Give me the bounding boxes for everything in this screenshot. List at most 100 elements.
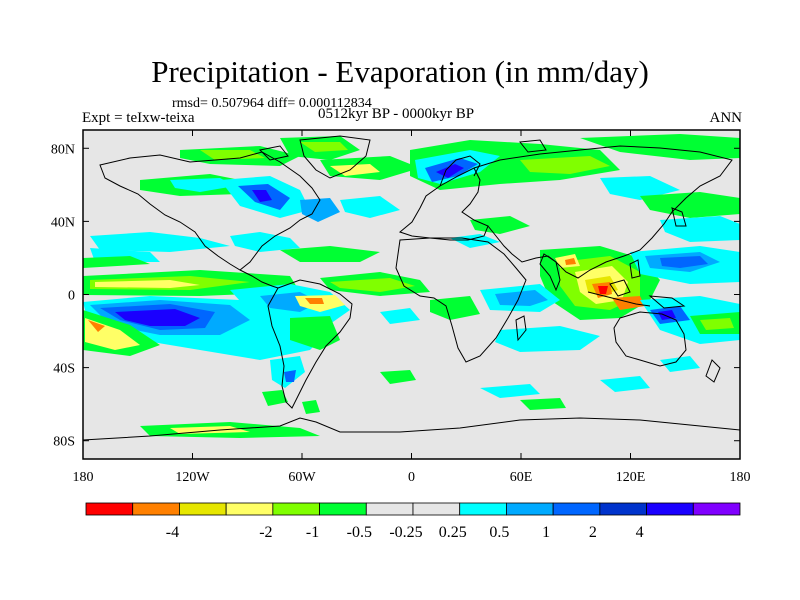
colorbar-swatch	[692, 502, 741, 516]
lat-tick-label: 80N	[51, 142, 75, 157]
colorbar-label: -1	[306, 524, 319, 541]
lat-tick-label: 0	[68, 289, 75, 304]
period-label: 0512kyr BP - 0000kyr BP	[318, 106, 475, 122]
contour-region	[598, 286, 608, 294]
lon-tick-label: 180	[730, 470, 751, 485]
contour-region	[495, 326, 600, 352]
lon-tick-label: 120W	[175, 470, 210, 485]
lat-tick-label: 40S	[53, 362, 75, 377]
lon-tick-label: 120E	[616, 470, 646, 485]
colorbar-label: -2	[259, 524, 272, 541]
contour-region	[470, 216, 530, 234]
contour-region	[600, 376, 650, 392]
colorbar-swatch	[646, 502, 694, 516]
contour-region	[300, 142, 348, 152]
lat-tick-label: 80S	[53, 435, 75, 450]
contour-region	[170, 426, 250, 434]
contour-region	[520, 156, 610, 174]
australia-outline	[613, 311, 687, 367]
contour-region	[380, 370, 416, 384]
contour-region	[90, 232, 230, 252]
contour-region	[252, 190, 272, 202]
indonesia-outline	[587, 291, 651, 307]
contour-region	[495, 290, 548, 306]
contour-region	[520, 398, 566, 410]
lat-tick-label: 40N	[51, 215, 75, 230]
contour-region	[230, 232, 300, 252]
contour-region	[660, 256, 708, 268]
colorbar-label: 4	[636, 524, 644, 541]
contour-region	[436, 164, 464, 178]
contour-region	[290, 316, 340, 350]
contour-region	[88, 320, 105, 332]
statistics-label: rmsd= 0.507964 diff= 0.000112834	[172, 96, 372, 111]
colorbar: -4 -2 -1 -0.5 -0.25 0.25 0.5 1 2 4	[85, 502, 741, 541]
contour-region	[565, 258, 576, 265]
experiment-label: Expt = teIxw-teixa	[82, 110, 195, 126]
contour-region	[700, 318, 734, 330]
north-america-outline	[99, 151, 321, 271]
lon-tick-label: 0	[408, 470, 415, 485]
lon-tick-label: 60W	[288, 470, 316, 485]
contour-region	[380, 308, 420, 324]
colorbar-label: 1	[542, 524, 550, 541]
coastlines	[83, 135, 740, 441]
colorbar-label: 0.25	[439, 524, 467, 541]
lon-tick-label: 60E	[510, 470, 533, 485]
contour-region	[284, 370, 296, 382]
season-label: ANN	[709, 110, 743, 126]
colorbar-label: 0.5	[489, 524, 509, 541]
japan-outline	[671, 207, 687, 227]
contour-region	[480, 384, 540, 398]
contour-region	[660, 216, 740, 242]
africa-outline	[395, 237, 527, 363]
contour-region	[83, 256, 150, 268]
madagascar-outline	[515, 315, 527, 342]
new-guinea-outline	[648, 295, 686, 309]
contour-region	[580, 134, 740, 160]
colorbar-label: -0.25	[389, 524, 422, 541]
contour-region	[115, 309, 200, 326]
contour-region	[612, 296, 645, 310]
colorbar-swatch	[365, 502, 414, 516]
contour-region	[300, 198, 340, 222]
contour-region	[658, 310, 676, 320]
colorbar-swatch	[319, 502, 367, 516]
contour-region	[200, 150, 265, 160]
colorbar-swatch	[459, 502, 507, 516]
contour-fields	[83, 134, 740, 438]
plot-title: Precipitation - Evaporation (in mm/day)	[151, 54, 649, 89]
colorbar-swatch	[272, 502, 320, 516]
contour-region	[340, 196, 400, 218]
contour-region	[170, 178, 235, 192]
colorbar-label: 2	[589, 524, 597, 541]
contour-region	[430, 296, 480, 320]
europe-outline	[398, 167, 489, 241]
colorbar-swatch	[225, 502, 274, 516]
new-zealand-outline	[705, 359, 721, 383]
arctic-island-outline	[519, 139, 547, 153]
contour-region	[330, 278, 415, 292]
latitude-axis: 80N 40N 0 40S 80S	[51, 142, 740, 450]
arctic-island-outline	[258, 145, 289, 161]
longitude-axis: 180 120W 60W 0 60E 120E 180	[73, 130, 751, 485]
colorbar-label: -0.5	[347, 524, 372, 541]
colorbar-swatch	[412, 502, 461, 516]
contour-region	[660, 356, 700, 372]
contour-region	[305, 298, 324, 304]
central-america-outline	[239, 269, 279, 289]
colorbar-label: -4	[166, 524, 179, 541]
contour-region	[95, 280, 200, 288]
philippines-outline	[629, 259, 641, 279]
greenland-outline	[299, 135, 371, 179]
asia-outline	[473, 145, 733, 279]
antarctica-outline	[83, 417, 740, 441]
colorbar-swatch	[599, 502, 647, 516]
contour-region	[302, 400, 320, 414]
south-america-outline	[267, 279, 353, 409]
colorbar-swatch	[506, 502, 554, 516]
contour-region	[280, 246, 380, 262]
lon-tick-label: 180	[73, 470, 94, 485]
colorbar-swatch	[179, 502, 227, 516]
